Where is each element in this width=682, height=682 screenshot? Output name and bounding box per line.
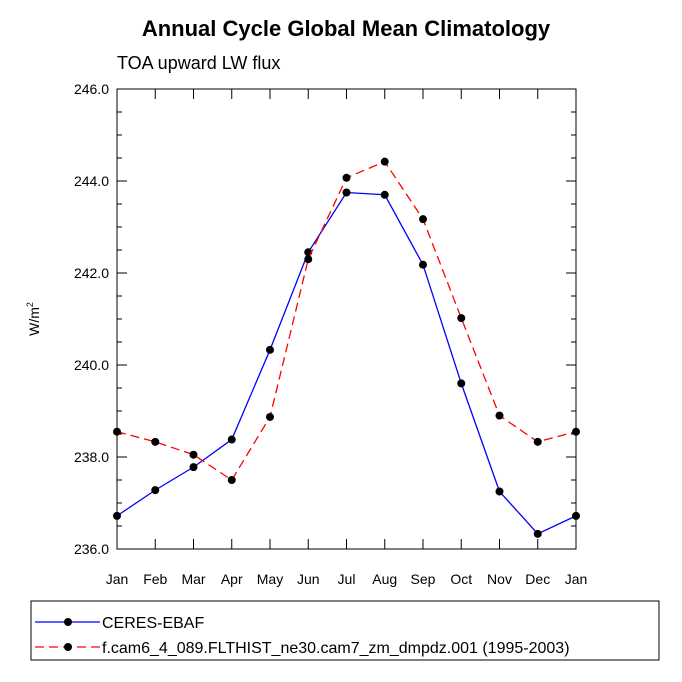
y-tick-label: 240.0 <box>74 357 109 373</box>
series-1-point <box>457 379 466 388</box>
legend-label-2: f.cam6_4_089.FLTHIST_ne30.cam7_zm_dmpdz.… <box>102 640 570 657</box>
series-2-point <box>151 437 160 446</box>
series-1-point <box>380 190 389 199</box>
y-axis-label-base: W/m <box>26 307 42 336</box>
y-tick-label: 238.0 <box>74 449 109 465</box>
series-1-point <box>533 529 542 538</box>
series-line-1 <box>116 191 577 535</box>
x-tick-label: Nov <box>487 571 512 587</box>
series-1-point <box>342 188 351 197</box>
x-tick-label: Aug <box>372 571 397 587</box>
series-2-point <box>380 157 389 166</box>
x-tick-label: Jan <box>106 571 129 587</box>
series-2-point <box>457 314 466 323</box>
x-tick-label: Mar <box>181 571 205 587</box>
x-tick-label: Jun <box>297 571 320 587</box>
x-tick-label: Sep <box>411 571 436 587</box>
series-2-point <box>304 255 313 264</box>
series-2-point <box>227 476 236 484</box>
x-tick-label: Dec <box>525 571 550 587</box>
plot-frame <box>116 88 577 550</box>
legend-marker-1 <box>64 618 72 626</box>
y-tick-label: 236.0 <box>74 541 109 557</box>
series-2-point <box>533 437 542 446</box>
legend: CERES-EBAF f.cam6_4_089.FLTHIST_ne30.cam7… <box>35 615 570 657</box>
y-tick-label: 246.0 <box>74 81 109 97</box>
y-axis-ticks: 236.0 238.0 240.0 242.0 244.0 246.0 <box>74 81 576 557</box>
series-1-point <box>113 511 121 520</box>
series-1-point <box>227 435 236 444</box>
series-line-2 <box>116 160 577 481</box>
x-tick-label: May <box>257 571 283 587</box>
series-2-point <box>189 450 198 459</box>
legend-box <box>30 600 660 661</box>
legend-marker-2 <box>64 643 72 651</box>
x-tick-label: Jan <box>565 571 588 587</box>
series-1-point <box>151 486 160 495</box>
series-2-point <box>113 427 121 436</box>
legend-label-1: CERES-EBAF <box>102 615 204 632</box>
x-tick-label: Apr <box>221 571 243 587</box>
x-tick-label: Oct <box>450 571 472 587</box>
series-layer <box>113 157 580 538</box>
series-1-point <box>419 260 427 269</box>
series-1-point <box>495 487 504 496</box>
series-1-point <box>189 463 198 472</box>
y-axis-label: W/m2 <box>25 302 42 336</box>
x-tick-label: Jul <box>338 571 356 587</box>
y-tick-label: 244.0 <box>74 173 109 189</box>
y-tick-label: 242.0 <box>74 265 109 281</box>
series-2-point <box>495 411 504 420</box>
y-axis-label-superscript: 2 <box>25 302 35 307</box>
series-2-point <box>572 427 580 436</box>
series-1-point <box>266 345 274 354</box>
series-1-point <box>572 511 580 520</box>
chart-subtitle: TOA upward LW flux <box>117 53 280 73</box>
series-2-point <box>419 215 427 224</box>
x-axis-ticks: Jan Feb Mar Apr May Jun Jul Aug Sep Oct Nov Dec Jan <box>106 89 588 587</box>
series-2-point <box>266 412 274 421</box>
series-2-point <box>342 173 351 182</box>
chart-title: Annual Cycle Global Mean Climatology <box>142 16 551 41</box>
x-tick-label: Feb <box>143 571 167 587</box>
